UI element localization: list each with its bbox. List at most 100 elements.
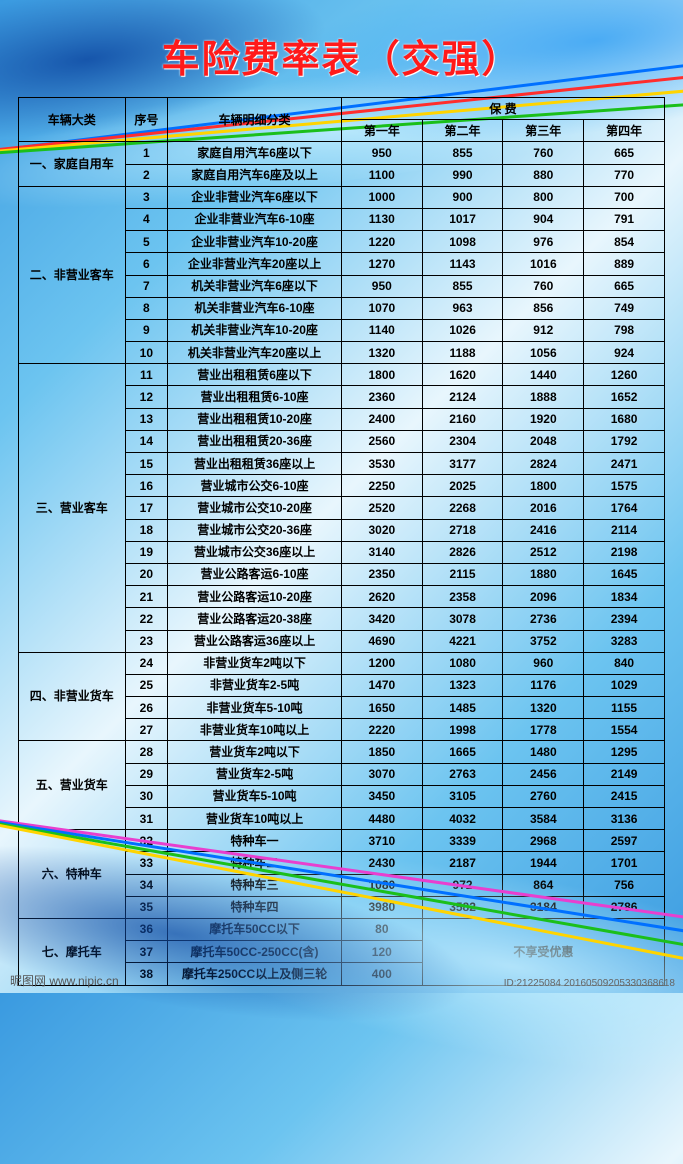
value-cell: 1176: [503, 674, 584, 696]
value-cell: 1680: [584, 408, 665, 430]
index-cell: 18: [125, 519, 168, 541]
value-cell: 700: [584, 186, 665, 208]
value-cell: 3420: [341, 608, 422, 630]
value-cell: 1130: [341, 208, 422, 230]
value-cell: 3530: [341, 453, 422, 475]
header-y2: 第二年: [422, 120, 503, 142]
value-cell: 912: [503, 319, 584, 341]
value-cell: 4480: [341, 808, 422, 830]
detail-cell: 企业非营业汽车10-20座: [168, 231, 342, 253]
detail-cell: 营业货车2吨以下: [168, 741, 342, 763]
index-cell: 11: [125, 364, 168, 386]
value-cell: 1000: [341, 186, 422, 208]
index-cell: 6: [125, 253, 168, 275]
value-cell: 1260: [584, 364, 665, 386]
value-cell: 1320: [503, 697, 584, 719]
value-cell: 1320: [341, 342, 422, 364]
value-cell: 1017: [422, 208, 503, 230]
index-cell: 10: [125, 342, 168, 364]
footer-brand: 昵图网 www.nipic.cn: [10, 972, 119, 989]
value-cell: 1778: [503, 719, 584, 741]
detail-cell: 营业城市公交10-20座: [168, 497, 342, 519]
value-cell: 791: [584, 208, 665, 230]
index-cell: 1: [125, 142, 168, 164]
value-cell: 1200: [341, 652, 422, 674]
index-cell: 13: [125, 408, 168, 430]
value-cell: 3177: [422, 453, 503, 475]
value-cell: 2268: [422, 497, 503, 519]
value-cell: 3136: [584, 808, 665, 830]
value-cell: 963: [422, 297, 503, 319]
index-cell: 17: [125, 497, 168, 519]
value-cell: 1792: [584, 430, 665, 452]
index-cell: 9: [125, 319, 168, 341]
value-cell: 2520: [341, 497, 422, 519]
value-cell: 2824: [503, 453, 584, 475]
page-title: 车险费率表（交强）: [0, 0, 683, 83]
detail-cell: 营业城市公交6-10座: [168, 475, 342, 497]
value-cell: 1470: [341, 674, 422, 696]
value-cell: 3752: [503, 630, 584, 652]
detail-cell: 营业出租租赁20-36座: [168, 430, 342, 452]
detail-cell: 非营业货车2吨以下: [168, 652, 342, 674]
value-cell: 904: [503, 208, 584, 230]
value-cell: 1888: [503, 386, 584, 408]
index-cell: 29: [125, 763, 168, 785]
value-cell: 1665: [422, 741, 503, 763]
index-cell: 5: [125, 231, 168, 253]
value-cell: 889: [584, 253, 665, 275]
value-cell: 1056: [503, 342, 584, 364]
value-cell: 2115: [422, 563, 503, 585]
table-row: 五、营业货车28营业货车2吨以下1850166514801295: [19, 741, 665, 763]
value-cell: 2736: [503, 608, 584, 630]
value-cell: 2096: [503, 586, 584, 608]
detail-cell: 营业出租租赁10-20座: [168, 408, 342, 430]
value-cell: 990: [422, 164, 503, 186]
detail-cell: 营业出租租赁36座以上: [168, 453, 342, 475]
value-cell: 770: [584, 164, 665, 186]
index-cell: 20: [125, 563, 168, 585]
value-cell: 3140: [341, 541, 422, 563]
value-cell: 2250: [341, 475, 422, 497]
header-index: 序号: [125, 98, 168, 142]
header-y4: 第四年: [584, 120, 665, 142]
value-cell: 1270: [341, 253, 422, 275]
value-cell: 1155: [584, 697, 665, 719]
value-cell: 2124: [422, 386, 503, 408]
value-cell: 2826: [422, 541, 503, 563]
index-cell: 14: [125, 430, 168, 452]
value-cell: 760: [503, 142, 584, 164]
table-row: 一、家庭自用车1家庭自用汽车6座以下950855760665: [19, 142, 665, 164]
index-cell: 16: [125, 475, 168, 497]
value-cell: 798: [584, 319, 665, 341]
detail-cell: 家庭自用汽车6座及以上: [168, 164, 342, 186]
detail-cell: 机关非营业汽车10-20座: [168, 319, 342, 341]
value-cell: 2198: [584, 541, 665, 563]
value-cell: 1485: [422, 697, 503, 719]
value-cell: 854: [584, 231, 665, 253]
value-cell: 2048: [503, 430, 584, 452]
detail-cell: 营业出租租赁6-10座: [168, 386, 342, 408]
category-cell: 四、非营业货车: [19, 652, 126, 741]
category-cell: 二、非营业客车: [19, 186, 126, 364]
value-cell: 2471: [584, 453, 665, 475]
index-cell: 8: [125, 297, 168, 319]
value-cell: 4221: [422, 630, 503, 652]
value-cell: 760: [503, 275, 584, 297]
value-cell: 2350: [341, 563, 422, 585]
detail-cell: 营业公路客运10-20座: [168, 586, 342, 608]
value-cell: 2416: [503, 519, 584, 541]
value-cell: 1620: [422, 364, 503, 386]
header-y1: 第一年: [341, 120, 422, 142]
value-cell: 1998: [422, 719, 503, 741]
value-cell: 1016: [503, 253, 584, 275]
detail-cell: 机关非营业汽车6座以下: [168, 275, 342, 297]
value-cell: 1834: [584, 586, 665, 608]
value-cell: 950: [341, 275, 422, 297]
value-cell: 1701: [584, 852, 665, 874]
value-cell: 1070: [341, 297, 422, 319]
value-cell: 840: [584, 652, 665, 674]
value-cell: 1800: [341, 364, 422, 386]
value-cell: 2760: [503, 785, 584, 807]
value-cell: 1440: [503, 364, 584, 386]
